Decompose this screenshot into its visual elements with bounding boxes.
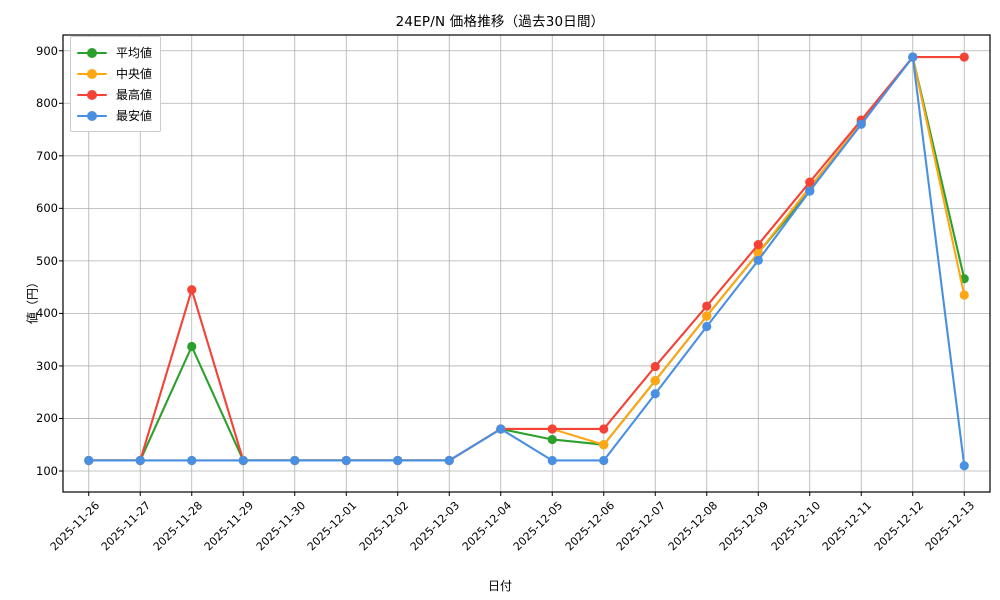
grid-lines xyxy=(63,35,990,492)
series-line xyxy=(87,56,966,462)
data-point xyxy=(238,455,248,466)
axis-frame xyxy=(62,34,991,493)
data-point xyxy=(959,461,969,471)
data-point xyxy=(341,455,351,466)
legend-marker-icon xyxy=(77,47,107,59)
axis-spine xyxy=(62,34,991,493)
y-tick-label: 400 xyxy=(36,306,58,321)
data-point xyxy=(908,52,918,62)
data-point xyxy=(496,424,506,434)
legend-item-3[interactable]: 最安値 xyxy=(77,105,152,126)
y-tick-label: 900 xyxy=(36,43,58,58)
legend-marker-icon xyxy=(77,89,107,101)
y-tick-label: 100 xyxy=(36,463,58,478)
series-3 xyxy=(84,52,969,471)
series-line xyxy=(87,56,966,467)
data-point xyxy=(547,424,557,434)
y-tick-label: 200 xyxy=(36,411,58,426)
data-point xyxy=(959,290,969,300)
data-point xyxy=(753,255,763,265)
data-point xyxy=(702,321,712,332)
y-axis-ticks: 100 200 300 400 500 600 700 800 900 xyxy=(0,0,58,600)
data-point xyxy=(599,440,609,450)
data-point xyxy=(650,361,660,372)
data-point xyxy=(547,434,557,445)
data-point xyxy=(187,341,197,352)
data-point xyxy=(702,311,712,321)
y-tick-label: 800 xyxy=(36,96,58,111)
data-point xyxy=(753,248,763,258)
legend-item-label: 最高値 xyxy=(116,88,153,102)
data-point xyxy=(805,177,815,187)
data-point xyxy=(547,455,557,466)
data-point xyxy=(856,119,866,129)
data-point xyxy=(599,455,609,466)
x-axis-label: 日付 xyxy=(487,579,512,593)
legend-item-label: 最安値 xyxy=(116,109,153,123)
y-tick-label: 600 xyxy=(36,201,58,216)
data-point xyxy=(702,301,712,311)
chart-title: 24EP/N 価格推移（過去30日間） xyxy=(395,14,605,30)
legend-item-label: 中央値 xyxy=(116,67,153,81)
data-point xyxy=(805,186,815,196)
legend-item-1[interactable]: 中央値 xyxy=(77,63,152,84)
series-line xyxy=(87,56,966,462)
data-point xyxy=(650,376,660,386)
legend-marker-icon xyxy=(77,68,107,80)
data-point xyxy=(444,455,454,466)
legend-marker-icon xyxy=(77,110,107,122)
data-point xyxy=(393,455,403,466)
series-line xyxy=(87,56,966,462)
y-tick-label: 700 xyxy=(36,148,58,163)
data-point xyxy=(135,455,145,466)
data-point xyxy=(290,455,300,466)
data-point xyxy=(599,424,609,434)
data-point xyxy=(84,455,94,466)
chart-legend: 平均値中央値最高値最安値 xyxy=(70,36,162,132)
legend-item-0[interactable]: 平均値 xyxy=(77,42,152,63)
data-point xyxy=(959,52,969,62)
data-point xyxy=(650,389,660,399)
y-tick-label: 500 xyxy=(36,253,58,268)
data-point xyxy=(187,285,197,295)
legend-item-2[interactable]: 最高値 xyxy=(77,84,152,105)
y-tick-label: 300 xyxy=(36,358,58,373)
data-point xyxy=(187,455,197,466)
series-0 xyxy=(84,52,969,466)
legend-item-label: 平均値 xyxy=(116,46,153,60)
data-point xyxy=(753,239,763,250)
